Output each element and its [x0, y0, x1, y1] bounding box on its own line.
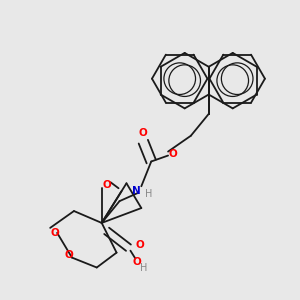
Text: O: O [51, 228, 59, 238]
Text: O: O [132, 256, 141, 267]
Text: O: O [139, 128, 148, 138]
Text: H: H [145, 189, 152, 199]
Text: O: O [102, 180, 111, 190]
Text: O: O [64, 250, 74, 260]
Text: H: H [140, 262, 147, 272]
Text: O: O [136, 240, 145, 250]
Text: N: N [132, 186, 141, 196]
Text: O: O [169, 148, 177, 159]
